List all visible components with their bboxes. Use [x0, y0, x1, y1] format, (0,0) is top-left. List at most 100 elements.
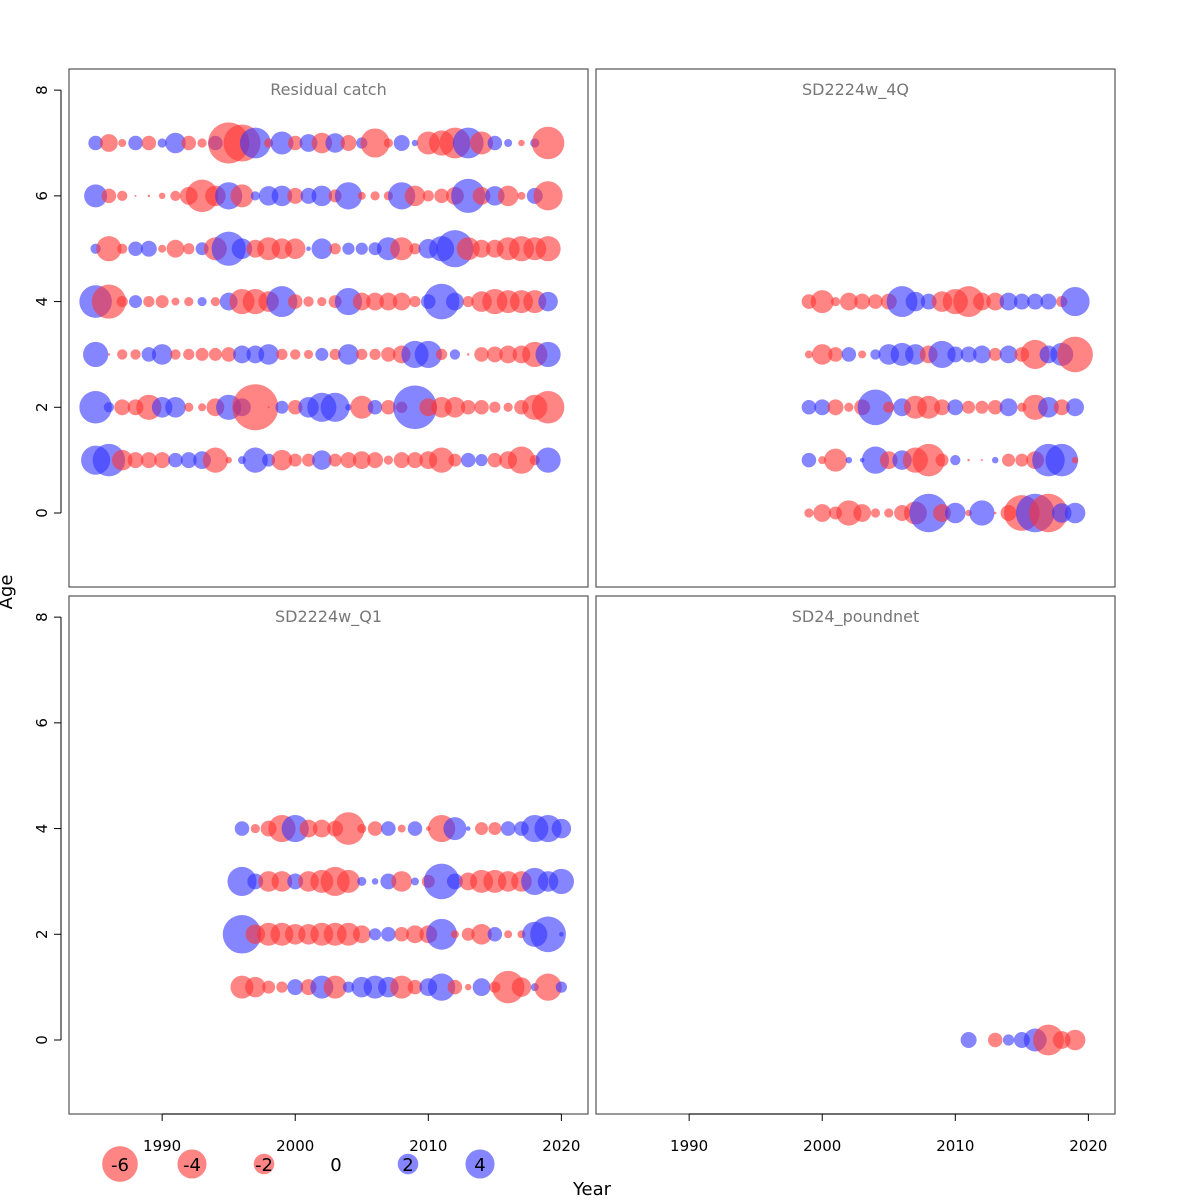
- bubble-positive: [969, 500, 995, 526]
- panel-frame: [595, 68, 1116, 588]
- bubble-negative: [986, 292, 1005, 311]
- bubble-positive: [909, 493, 948, 533]
- bubble-negative: [935, 453, 949, 467]
- bubble-negative: [130, 349, 141, 360]
- bubble-negative: [499, 345, 518, 364]
- bubble-negative: [323, 975, 347, 999]
- bubble-negative: [116, 295, 128, 308]
- bubble-positive: [128, 135, 143, 151]
- bubble-positive: [355, 242, 368, 255]
- bubble-negative: [486, 346, 503, 363]
- bubble-negative: [383, 138, 393, 148]
- bubble-positive: [973, 345, 991, 364]
- bubble-positive: [262, 453, 276, 467]
- bubble-negative: [350, 395, 374, 419]
- bubble-negative: [471, 923, 492, 945]
- bubble-positive: [371, 878, 379, 885]
- bubble-negative: [391, 871, 412, 892]
- bubble-negative: [367, 452, 384, 469]
- bubble-positive: [423, 863, 460, 900]
- bubble-positive: [345, 404, 352, 411]
- bubble-positive: [84, 184, 108, 208]
- bubble-negative: [475, 822, 489, 836]
- bubble-positive: [325, 133, 345, 153]
- bubble-negative: [303, 349, 314, 360]
- bubble-positive: [1002, 1034, 1015, 1046]
- x-tick-label: 1990: [143, 1137, 181, 1155]
- legend-label: -2: [255, 1155, 273, 1176]
- y-axis-title: Age: [0, 575, 17, 610]
- bubble-negative: [393, 452, 410, 469]
- bubble-positive: [381, 927, 396, 942]
- bubble-positive: [287, 979, 304, 996]
- bubble-negative: [879, 451, 898, 470]
- bubble-positive: [548, 868, 574, 895]
- bubble-positive: [407, 821, 423, 836]
- bubble-positive: [538, 291, 558, 312]
- bubble-negative: [962, 400, 976, 414]
- bubble-positive: [535, 341, 561, 368]
- bubble-positive: [530, 916, 566, 953]
- bubble-negative: [381, 347, 396, 362]
- bubble-negative: [1020, 339, 1050, 369]
- bubble-positive: [129, 295, 143, 309]
- bubble-positive: [504, 139, 513, 147]
- bubble-positive: [1066, 398, 1084, 417]
- bubble-positive: [393, 135, 410, 151]
- bubble-negative: [404, 185, 426, 207]
- legend-bubble: [397, 1153, 419, 1175]
- bubble-negative: [170, 349, 181, 360]
- panel-sd2224w-4q: SD2224w_4Q: [595, 68, 1116, 588]
- bubble-negative: [184, 402, 194, 412]
- legend-bubble: [465, 1149, 495, 1179]
- bubble-positive: [242, 447, 268, 473]
- bubble-positive: [311, 238, 333, 260]
- panels-group: Residual catch 0 2 4 6 8 SD2224w_4Q SD2224w_Q1 0…: [33, 68, 1116, 1155]
- bubble-positive: [312, 450, 332, 470]
- x-axis-title: Year: [572, 1179, 612, 1200]
- panel-frame: [68, 595, 589, 1115]
- bubble-negative: [518, 139, 525, 147]
- bubble-negative: [447, 979, 463, 995]
- y-tick-label: 0: [33, 1035, 51, 1045]
- bubble-negative: [271, 871, 293, 892]
- bubble-positive: [960, 1032, 977, 1048]
- bubble-positive: [411, 139, 419, 147]
- bubble-positive: [1027, 293, 1044, 310]
- y-tick-label: 2: [33, 403, 51, 413]
- bubble-negative: [827, 399, 844, 416]
- bubble-positive: [1060, 287, 1090, 317]
- bubble-positive: [446, 873, 463, 890]
- panel-sd2224w-q1: SD2224w_Q1 0 2 4 6 8 1990 2000 2010 2020: [33, 595, 589, 1155]
- bubble-positive: [368, 928, 382, 941]
- bubble-positive: [88, 135, 103, 151]
- bubble-positive: [157, 138, 167, 148]
- legend-label: 4: [474, 1155, 485, 1176]
- bubble-negative: [181, 135, 197, 151]
- bubble-negative: [287, 400, 303, 415]
- bubble-negative: [912, 443, 945, 477]
- y-tick-label: 8: [33, 85, 51, 95]
- bubble-negative: [328, 453, 342, 467]
- panel-title: SD2224w_Q1: [275, 607, 382, 627]
- bubble-negative: [117, 349, 128, 360]
- bubble-positive: [443, 817, 467, 841]
- bubble-positive: [357, 876, 367, 887]
- bubble-negative: [184, 296, 194, 307]
- bubble-negative: [96, 236, 122, 262]
- bubble-negative: [397, 824, 406, 833]
- bubble-positive: [475, 454, 488, 467]
- bubble-negative: [535, 236, 561, 262]
- bubble-negative: [147, 194, 151, 198]
- bubble-negative: [1071, 456, 1079, 464]
- bubble-negative: [336, 922, 360, 946]
- x-tick-label: 2010: [409, 1137, 447, 1155]
- bubble-negative: [435, 348, 448, 361]
- bubble-positive: [381, 821, 396, 836]
- bubble-positive: [306, 246, 311, 252]
- bubble-negative: [287, 135, 303, 151]
- bubble-positive: [79, 391, 112, 424]
- bubble-negative: [366, 292, 384, 311]
- legend-label: 2: [402, 1155, 413, 1176]
- bubble-negative: [303, 296, 314, 307]
